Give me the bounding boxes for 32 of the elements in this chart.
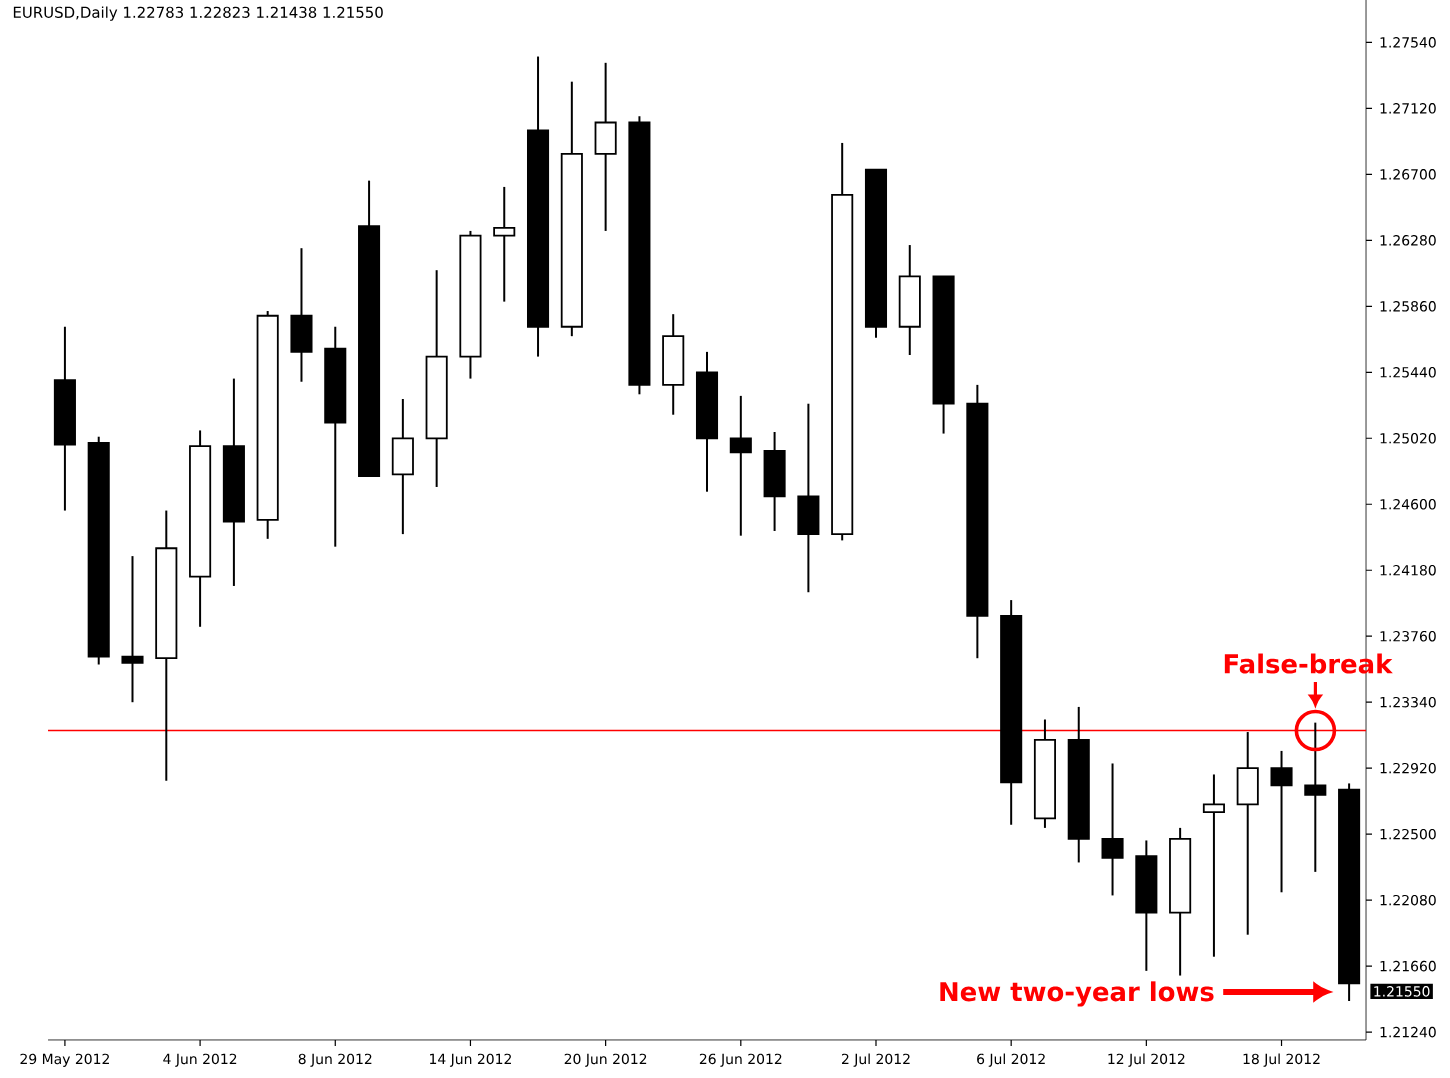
candlestick xyxy=(53,325,76,512)
candlestick xyxy=(391,398,414,536)
candlestick xyxy=(797,402,820,594)
annotation: New two-year lows xyxy=(940,981,1214,1007)
candlestick xyxy=(189,429,212,628)
candlestick xyxy=(1101,762,1124,897)
candlestick xyxy=(493,185,516,303)
candlestick xyxy=(526,55,550,358)
candlestick xyxy=(1000,599,1023,826)
candlestick xyxy=(594,61,617,232)
candlestick xyxy=(1067,705,1090,864)
candlestick xyxy=(222,377,245,587)
candlestick xyxy=(662,313,685,416)
candlestick xyxy=(1270,749,1293,894)
candlestick xyxy=(155,509,178,782)
candlestick xyxy=(1169,826,1192,977)
candlestick xyxy=(1202,773,1225,958)
candlestick xyxy=(763,431,786,532)
candlestick xyxy=(695,350,719,493)
candlestick xyxy=(1304,721,1327,873)
candlestick xyxy=(1338,782,1361,1003)
candlestick xyxy=(324,325,347,548)
candlestick xyxy=(898,244,921,357)
candlestick xyxy=(290,247,313,383)
candlestick xyxy=(729,394,752,537)
candlestick xyxy=(425,269,448,488)
candlestick xyxy=(1135,839,1158,972)
candlestick xyxy=(121,555,144,704)
candlestick xyxy=(966,383,989,660)
candlestick xyxy=(1033,718,1056,829)
candlestick xyxy=(1236,731,1259,936)
annotation: False-break xyxy=(1224,653,1393,674)
